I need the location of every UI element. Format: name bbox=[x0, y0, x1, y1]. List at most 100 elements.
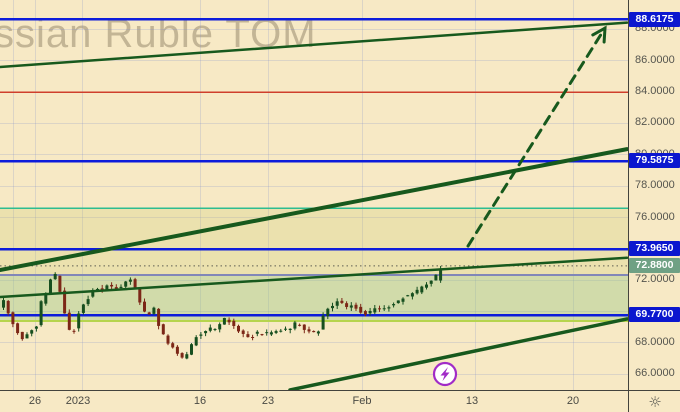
candle-body bbox=[180, 353, 184, 358]
candle-body bbox=[16, 323, 20, 334]
candle-body bbox=[321, 315, 325, 330]
candle-body bbox=[382, 308, 386, 310]
projection-arrowhead bbox=[591, 25, 607, 44]
candle-body bbox=[335, 301, 339, 306]
candle-body bbox=[307, 329, 311, 332]
candle-body bbox=[255, 331, 259, 334]
axis-corner-cell: ☼ bbox=[628, 390, 680, 412]
candle-body bbox=[128, 279, 132, 282]
candle-body bbox=[312, 330, 316, 333]
candle-body bbox=[349, 305, 353, 308]
candle-body bbox=[326, 308, 330, 317]
candle-body bbox=[232, 320, 236, 327]
candle-body bbox=[279, 330, 283, 332]
chart-canvas[interactable] bbox=[0, 0, 628, 390]
candle-body bbox=[110, 284, 114, 287]
candle-body bbox=[2, 300, 5, 308]
candle-body bbox=[119, 286, 123, 289]
candle-body bbox=[354, 304, 358, 309]
candle-body bbox=[373, 308, 377, 313]
candle-body bbox=[105, 285, 109, 291]
time-tick-label-Feb: Feb bbox=[352, 395, 372, 407]
price-badge-73.9650: 73.9650 bbox=[629, 241, 680, 257]
candle-body bbox=[58, 275, 62, 292]
candle-body bbox=[260, 334, 264, 336]
candles-layer bbox=[2, 265, 443, 360]
candle-body bbox=[86, 299, 90, 305]
price-badge-88.6175: 88.6175 bbox=[629, 11, 680, 27]
channel-top-trendline[interactable] bbox=[0, 256, 628, 299]
candle-body bbox=[143, 301, 146, 312]
candle-body bbox=[53, 273, 57, 280]
candle-body bbox=[100, 288, 104, 290]
candle-body bbox=[284, 328, 287, 330]
price-tick-label: 86.0000 bbox=[635, 53, 675, 66]
lightning-bolt-icon bbox=[440, 367, 450, 381]
upper-trendline[interactable] bbox=[0, 21, 628, 69]
lower-trendline[interactable] bbox=[288, 317, 628, 390]
candle-body bbox=[293, 322, 297, 329]
candle-body bbox=[63, 290, 67, 314]
candle-body bbox=[147, 312, 151, 315]
price-axis[interactable]: 88.000086.000084.000082.000080.000078.00… bbox=[628, 0, 680, 390]
candle-body bbox=[246, 334, 250, 338]
candle-body bbox=[410, 293, 414, 297]
price-badge-72.8800: 72.8800 bbox=[629, 258, 680, 274]
candle-body bbox=[213, 328, 217, 330]
candle-body bbox=[298, 324, 302, 326]
candle-body bbox=[204, 331, 208, 334]
trendlines-layer bbox=[0, 21, 628, 390]
candle-body bbox=[359, 306, 363, 313]
candle-body bbox=[124, 281, 128, 287]
projection-arrow[interactable] bbox=[466, 26, 607, 248]
candle-body bbox=[114, 287, 118, 290]
candle-body bbox=[401, 298, 405, 302]
price-tick-label: 84.0000 bbox=[635, 85, 675, 98]
candle-body bbox=[368, 310, 372, 314]
candle-body bbox=[166, 335, 170, 344]
candle-body bbox=[269, 332, 273, 335]
candle-body bbox=[222, 317, 226, 325]
event-marker[interactable] bbox=[432, 361, 458, 387]
candle-body bbox=[218, 324, 222, 330]
candle-body bbox=[340, 300, 344, 303]
candle-body bbox=[434, 274, 438, 281]
time-tick-label-2023: 2023 bbox=[65, 395, 91, 407]
candle-body bbox=[331, 305, 334, 309]
candle-body bbox=[199, 334, 203, 336]
candle-body bbox=[208, 327, 212, 331]
candle-body bbox=[363, 311, 367, 315]
major-trendline[interactable] bbox=[0, 147, 628, 273]
price-badge-69.7700: 69.7700 bbox=[629, 307, 680, 323]
candle-body bbox=[378, 308, 381, 310]
price-tick-label: 68.0000 bbox=[635, 335, 675, 348]
candle-body bbox=[406, 295, 410, 297]
time-tick-label-16: 16 bbox=[193, 395, 207, 407]
candle-body bbox=[72, 330, 76, 332]
candle-body bbox=[429, 280, 433, 284]
price-tick-label: 66.0000 bbox=[635, 367, 675, 380]
time-axis[interactable]: 26 2023 16 23 Feb 13 20 bbox=[0, 390, 628, 412]
time-tick-label-13: 13 bbox=[465, 395, 479, 407]
candle-body bbox=[415, 289, 419, 294]
candle-body bbox=[34, 326, 38, 329]
candle-body bbox=[396, 300, 400, 304]
candle-body bbox=[251, 336, 255, 338]
candle-body bbox=[439, 268, 443, 281]
candle-body bbox=[171, 343, 175, 348]
candle-body bbox=[288, 328, 292, 331]
candle-body bbox=[67, 312, 71, 330]
candle-body bbox=[185, 354, 189, 359]
chart-plot-area[interactable]: ssian Ruble TOM bbox=[0, 0, 628, 390]
candle-body bbox=[420, 286, 424, 293]
candle-body bbox=[138, 287, 142, 303]
candle-body bbox=[25, 334, 29, 339]
settings-icon[interactable]: ☼ bbox=[648, 393, 662, 411]
candle-body bbox=[39, 301, 43, 326]
candle-body bbox=[20, 331, 24, 340]
candle-body bbox=[241, 330, 245, 334]
price-tick-label: 82.0000 bbox=[635, 116, 675, 129]
candle-body bbox=[157, 308, 161, 326]
candle-body bbox=[175, 346, 179, 354]
price-tick-label: 72.0000 bbox=[635, 273, 675, 286]
